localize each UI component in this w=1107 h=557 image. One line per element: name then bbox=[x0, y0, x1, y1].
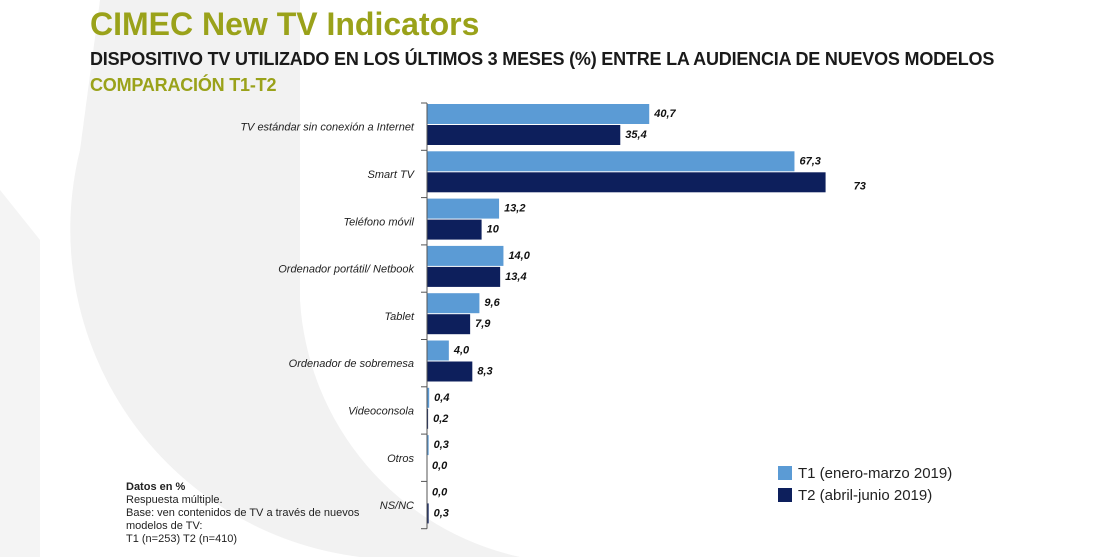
notes-line-1: Respuesta múltiple. bbox=[126, 494, 223, 506]
data-label: 13,2 bbox=[504, 203, 525, 215]
notes-heading: Datos en % bbox=[126, 481, 186, 493]
category-label: Ordenador de sobremesa bbox=[289, 358, 414, 370]
data-label: 8,3 bbox=[477, 366, 492, 378]
data-label: 0,2 bbox=[433, 413, 448, 425]
bar-t1 bbox=[427, 198, 500, 219]
data-label: 73 bbox=[854, 180, 866, 192]
category-label: Tablet bbox=[384, 311, 415, 323]
category-label: TV estándar sin conexión a Internet bbox=[240, 122, 415, 134]
legend-item-t2: T2 (abril-junio 2019) bbox=[778, 484, 952, 506]
bar-t2 bbox=[427, 408, 429, 429]
legend-label-t2: T2 (abril-junio 2019) bbox=[798, 486, 933, 504]
bar-t2 bbox=[427, 266, 501, 287]
data-label: 0,0 bbox=[432, 460, 448, 472]
legend-swatch-t1 bbox=[778, 466, 792, 480]
page-title: CIMEC New TV Indicators bbox=[90, 6, 480, 42]
data-label: 4,0 bbox=[453, 345, 470, 357]
data-label: 0,0 bbox=[432, 486, 448, 498]
category-label: Videoconsola bbox=[348, 405, 414, 417]
bar-t1 bbox=[427, 104, 650, 124]
legend-swatch-t2 bbox=[778, 488, 792, 502]
data-label: 9,6 bbox=[484, 297, 500, 309]
bar-t2 bbox=[427, 503, 429, 524]
legend-label-t1: T1 (enero-marzo 2019) bbox=[798, 464, 953, 482]
notes-line-2: Base: ven contenidos de TV a través de n… bbox=[126, 507, 360, 532]
bar-t2 bbox=[427, 125, 621, 145]
bar-t1 bbox=[427, 151, 795, 172]
background-arc bbox=[70, 0, 520, 557]
data-label: 7,9 bbox=[475, 318, 491, 330]
bar-t2 bbox=[427, 361, 473, 382]
category-label: Teléfono móvil bbox=[343, 216, 414, 228]
category-label: Smart TV bbox=[368, 169, 416, 181]
bar-t2 bbox=[427, 219, 482, 240]
bar-t1 bbox=[427, 293, 480, 314]
data-label: 0,3 bbox=[434, 439, 449, 451]
category-label: NS/NC bbox=[380, 500, 414, 512]
bar-t1 bbox=[427, 245, 504, 266]
bar-t1 bbox=[427, 387, 430, 408]
comparison-label: COMPARACIÓN T1-T2 bbox=[90, 75, 277, 95]
bar-t2 bbox=[427, 172, 826, 193]
bar-t1 bbox=[427, 340, 449, 361]
data-label: 40,7 bbox=[653, 108, 676, 120]
category-label: Ordenador portátil/ Netbook bbox=[278, 264, 414, 276]
data-label: 0,3 bbox=[434, 507, 449, 519]
background-arc-left bbox=[0, 190, 40, 557]
bar-t1 bbox=[427, 435, 429, 456]
data-label: 67,3 bbox=[799, 155, 820, 167]
footnotes: Datos en % Respuesta múltiple. Base: ven… bbox=[126, 481, 366, 546]
category-label: Otros bbox=[387, 453, 414, 465]
data-label: 14,0 bbox=[508, 250, 530, 262]
notes-line-3: T1 (n=253) T2 (n=410) bbox=[126, 533, 238, 545]
data-label: 35,4 bbox=[625, 129, 646, 141]
data-label: 13,4 bbox=[505, 271, 526, 283]
data-label: 0,4 bbox=[434, 392, 449, 404]
chart-legend: T1 (enero-marzo 2019) T2 (abril-junio 20… bbox=[778, 462, 952, 506]
data-label: 10 bbox=[487, 224, 500, 236]
legend-item-t1: T1 (enero-marzo 2019) bbox=[778, 462, 952, 484]
bar-t2 bbox=[427, 314, 471, 335]
chart-subtitle: DISPOSITIVO TV UTILIZADO EN LOS ÚLTIMOS … bbox=[90, 49, 995, 69]
